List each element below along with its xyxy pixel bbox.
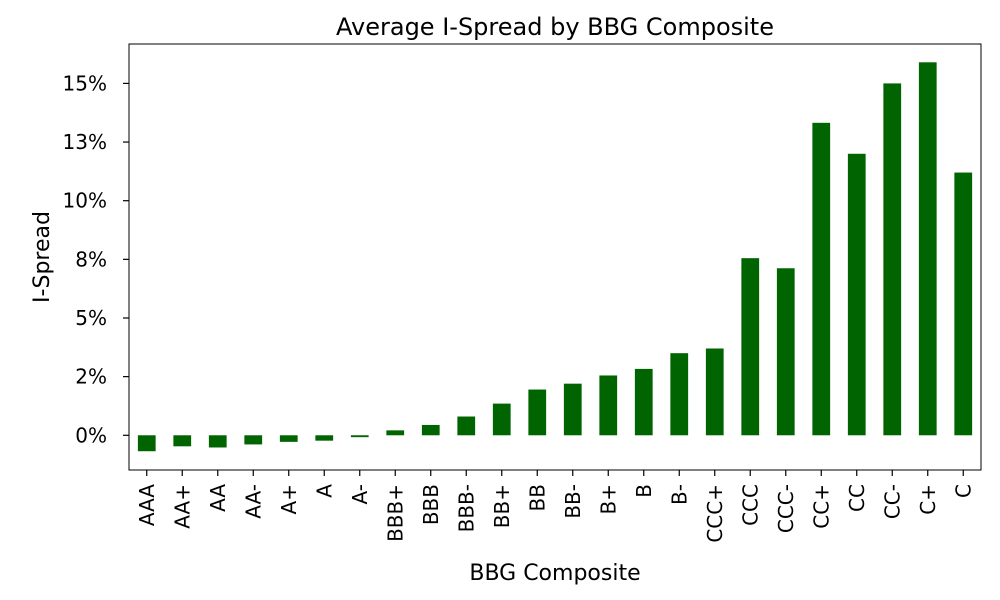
y-axis: 0% 2% 5% 8% 10% 13% 15% — [63, 71, 129, 447]
y-tick-label: 5% — [75, 306, 107, 330]
bar-CCC- — [776, 268, 795, 436]
bar-C — [954, 172, 973, 436]
x-tick-label: BB+ — [490, 484, 514, 528]
bar-AA — [208, 435, 227, 448]
bar-BBB+ — [386, 430, 405, 436]
bar-AA- — [244, 435, 263, 445]
x-tick-label: BBB — [419, 484, 443, 525]
y-tick-label: 8% — [75, 247, 107, 271]
bar-CCC+ — [705, 348, 724, 436]
bar-A — [315, 435, 334, 441]
bar-B+ — [599, 375, 618, 436]
x-tick-label: AA+ — [170, 484, 194, 529]
x-tick-label: B — [632, 484, 656, 498]
x-tick-label: B+ — [596, 484, 620, 514]
x-tick-label: A- — [348, 484, 372, 504]
x-tick-label: BBB- — [454, 484, 478, 532]
bar-BBB- — [457, 416, 476, 436]
x-tick-label: AA — [206, 484, 230, 512]
chart-title: Average I-Spread by BBG Composite — [336, 13, 774, 41]
x-tick-label: CCC- — [774, 484, 798, 533]
bars-group — [137, 62, 973, 452]
bar-BB+ — [492, 403, 511, 436]
bar-B- — [670, 353, 689, 436]
bar-A- — [350, 435, 369, 438]
x-tick-label: CCC — [738, 484, 762, 526]
bar-AAA — [137, 435, 156, 452]
bar-AA+ — [173, 435, 192, 447]
bar-A+ — [279, 435, 298, 442]
y-tick-label: 10% — [63, 189, 107, 213]
y-axis-label: I-Spread — [30, 211, 55, 303]
y-tick-label: 15% — [63, 71, 107, 95]
plot-frame — [128, 43, 982, 471]
x-tick-label: CC- — [880, 484, 904, 519]
x-tick-label: C+ — [916, 484, 940, 515]
bar-B — [634, 368, 653, 436]
y-tick-label: 13% — [63, 130, 107, 154]
x-axis-label: BBG Composite — [469, 561, 640, 586]
bar-CC- — [883, 83, 902, 436]
x-tick-label: A+ — [277, 484, 301, 514]
bar-BB- — [563, 383, 582, 436]
x-axis: AAA AA+ AA AA- A+ A A- BBB+ BBB BBB- BB+ BB BB- B+ B B-… — [135, 470, 975, 543]
y-tick-label: 2% — [75, 365, 107, 389]
bar-CC — [847, 153, 866, 436]
x-tick-label: A — [312, 484, 336, 498]
bar-BB — [528, 389, 547, 436]
bar-CCC — [741, 258, 760, 436]
x-tick-label: CC+ — [809, 484, 833, 529]
x-tick-label: C — [951, 484, 975, 498]
bar-BBB — [421, 424, 440, 436]
bar-CC+ — [812, 122, 831, 436]
y-tick-label: 0% — [75, 423, 107, 447]
x-tick-label: BBB+ — [383, 484, 407, 542]
x-tick-label: AAA — [135, 484, 159, 526]
x-tick-label: BB — [525, 484, 549, 511]
x-tick-label: AA- — [241, 484, 265, 519]
x-tick-label: BB- — [561, 484, 585, 519]
x-tick-label: CC — [845, 484, 869, 512]
x-tick-label: B- — [667, 484, 691, 505]
x-tick-label: CCC+ — [703, 484, 727, 543]
bar-C+ — [918, 62, 937, 436]
